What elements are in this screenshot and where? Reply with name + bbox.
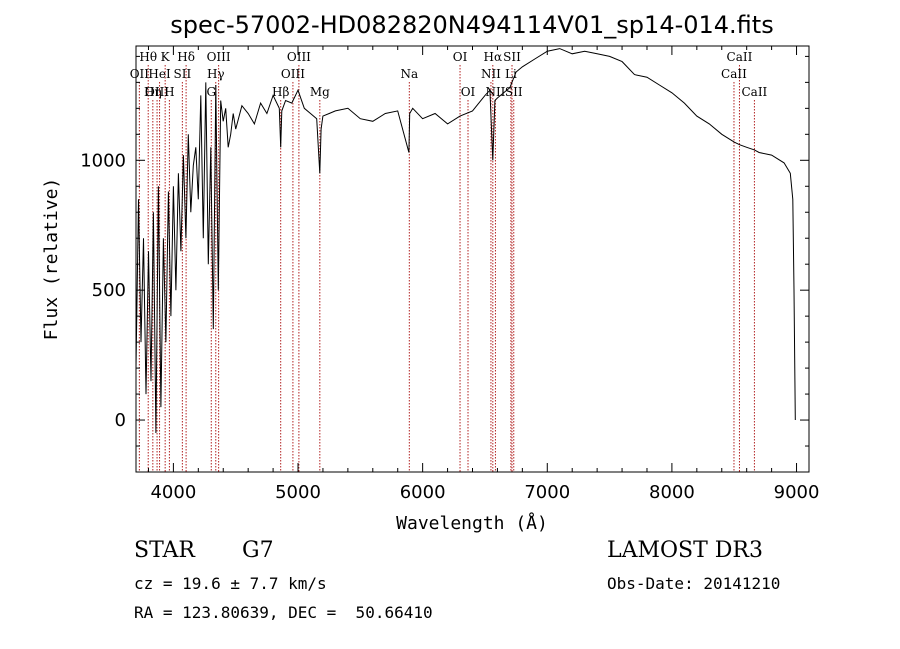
obs-date-text: Obs-Date: 20141210 [607,574,781,593]
plot-frame [135,45,810,473]
line-marker-label: SII [505,85,523,99]
line-marker-label: Hη [144,85,162,99]
line-marker-label: NII [481,67,501,81]
line-marker-label: Li [505,67,517,81]
y-axis: 0 500 1000 [80,55,809,447]
line-marker-label: OI [461,85,476,99]
spectral-subclass: G7 [242,538,274,563]
line-marker-label: OII [130,67,150,81]
y-tick-label: 500 [92,280,126,301]
line-marker-label: Hθ [139,50,157,64]
line-marker-label: OIII [207,50,231,64]
line-marker-label: Hδ [177,50,195,64]
y-tick-label: 0 [115,410,126,431]
x-axis: 4000 5000 6000 7000 8000 9000 [147,46,820,503]
x-tick-label: 4000 [150,482,196,503]
x-axis-label: Wavelength (Å) [396,512,548,534]
survey-name: LAMOST DR3 [607,538,763,563]
line-marker-label: Hγ [207,67,225,81]
line-marker-label: CaII [727,50,753,64]
redshift-text: cz = 19.6 ± 7.7 km/s [134,574,327,593]
x-tick-label: 5000 [275,482,321,503]
x-tick-label: 8000 [649,482,695,503]
x-tick-label: 6000 [400,482,446,503]
line-marker-label: HeI [148,67,171,81]
line-marker-label: OIII [281,67,305,81]
line-marker-label: CaII [721,67,747,81]
line-marker-label: CaII [741,85,767,99]
x-tick-label: 7000 [524,482,570,503]
line-marker-label: G [206,85,216,99]
line-marker-label: H [164,85,174,99]
line-marker-label: Hα [484,50,503,64]
chart-title: spec-57002-HD082820N494114V01_sp14-014.f… [170,11,773,39]
line-marker-label: K [161,50,171,64]
coordinates-text: RA = 123.80639, DEC = 50.66410 [134,603,433,622]
line-marker-label: SII [174,67,192,81]
flux-series-line [135,48,796,434]
object-class: STAR [134,538,195,563]
line-marker-label: OIII [287,50,311,64]
line-marker-label: Na [400,67,418,81]
line-marker-label: Hβ [272,85,289,99]
line-marker-label: OI [453,50,468,64]
y-axis-label: Flux (relative) [41,178,62,341]
x-tick-label: 9000 [774,482,820,503]
line-marker-label: SII [503,50,521,64]
line-marker-label: Mg [310,85,330,99]
line-marker-label: OIII [145,85,169,99]
y-tick-label: 1000 [80,150,126,171]
